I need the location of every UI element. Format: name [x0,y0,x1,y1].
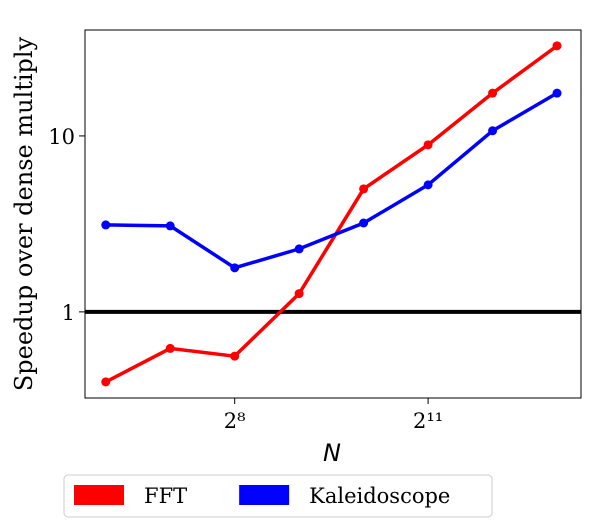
data-point [101,220,111,230]
data-point [294,289,304,299]
series-line [105,91,558,270]
data-point [423,140,433,150]
data-point [165,343,175,353]
data-point [165,221,175,231]
legend-label: FFT [144,484,187,508]
x-axis-label: N [323,439,341,467]
data-point [488,88,498,98]
data-point [359,218,369,228]
data-point [101,377,111,387]
y-axis-label: Speedup over dense multiply [10,36,38,391]
legend-label: Kaleidoscope [309,484,450,508]
y-tick-label: 10 [48,125,75,149]
series-line [104,44,559,384]
data-point [423,180,433,190]
data-point [230,351,240,361]
x-tick-label: 2⁸ [224,409,246,433]
data-point [552,41,562,51]
legend-swatch [239,485,290,505]
data-point [294,244,304,254]
x-tick-label: 2¹¹ [413,409,443,433]
legend-swatch [74,485,124,505]
plot-frame [84,29,582,399]
y-tick-label: 1 [62,301,75,325]
data-point [488,126,498,136]
data-point [230,263,240,273]
data-point [359,184,369,194]
data-point [552,88,562,98]
